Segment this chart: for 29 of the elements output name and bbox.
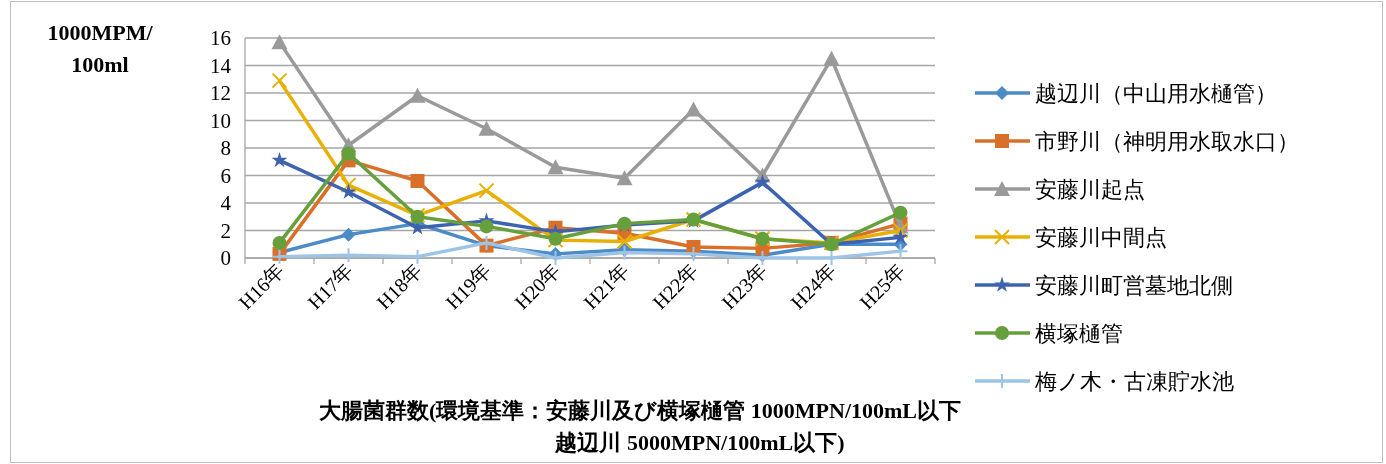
legend-label: 横塚樋管 [1035,321,1123,346]
legend-label: 安藤川町営墓地北側 [1035,273,1233,298]
x-tick-label: H21年 [579,259,634,314]
x-tick-label: H19年 [441,259,496,314]
x-tick-label: H17年 [303,259,358,314]
legend-label: 梅ノ木・古凍貯水池 [1034,369,1234,394]
y-tick-label: 10 [210,108,231,133]
x-tick-label: H24年 [786,259,841,314]
y-tick-label: 14 [210,53,232,78]
y-tick-label: 16 [210,26,231,50]
y-tick-label: 2 [220,218,231,243]
x-tick-label: H22年 [648,259,703,314]
legend-label: 安藤川起点 [1035,177,1145,202]
y-tick-label: 12 [210,81,231,105]
y-tick-label: 4 [220,191,232,215]
legend-label: 越辺川（中山用水樋管） [1035,81,1277,106]
legend-label: 市野川（神明用水取水口） [1035,129,1299,154]
text: 越辺川 5000MPN/100mL以下) [554,430,845,455]
y-tick-label: 8 [220,136,231,160]
x-tick-label: H23年 [717,259,772,314]
x-tick-label: H20年 [510,259,565,314]
x-tick-label: H16年 [234,259,289,314]
legend-label: 安藤川中間点 [1035,225,1167,250]
x-tick-label: H18年 [372,259,427,314]
y-tick-label: 0 [220,246,231,270]
y-tick-label: 6 [220,163,231,188]
x-tick-label: H25年 [855,259,910,314]
y-axis-title: 1000MPM/ 100ml [47,20,154,77]
text: 大腸菌群数(環境基準：安藤川及び横塚樋管 1000MPN/100mL以下 [318,398,962,423]
